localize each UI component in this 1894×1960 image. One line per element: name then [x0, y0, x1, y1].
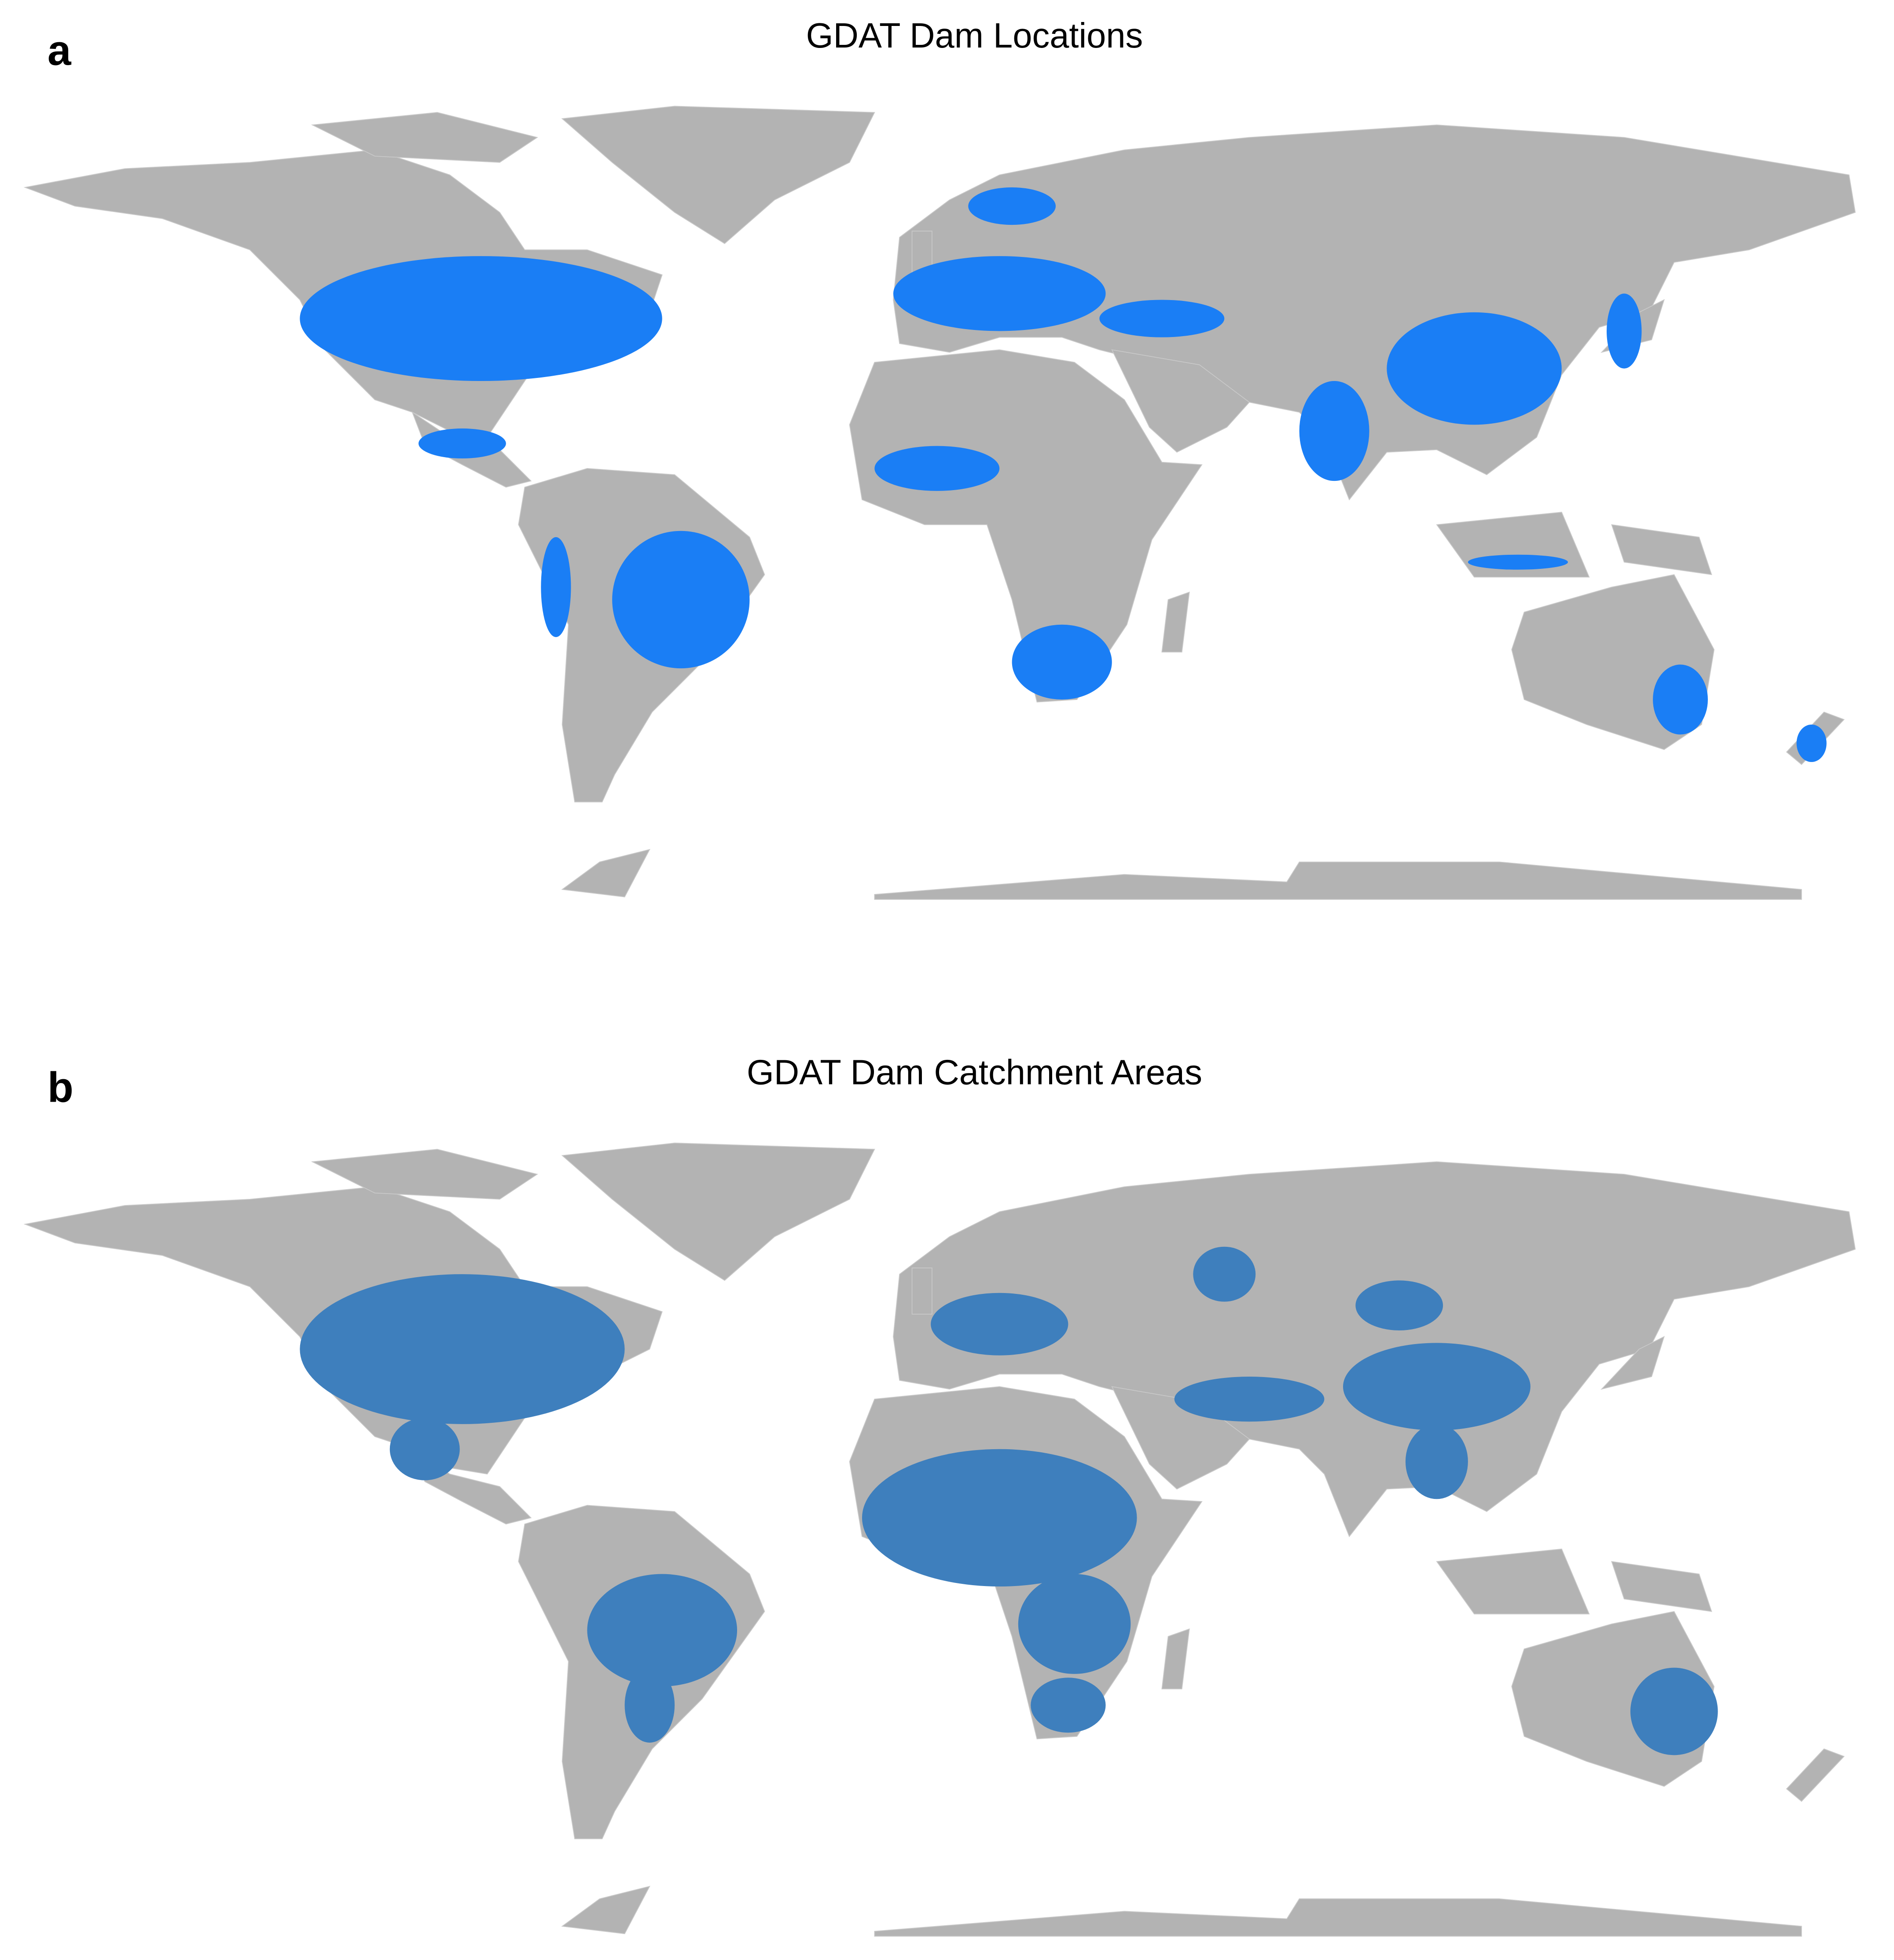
catchment-areas: [300, 1246, 1718, 1755]
panel-label: b: [48, 1064, 73, 1111]
panel-label: a: [48, 27, 72, 74]
land: [24, 106, 1856, 900]
panel-a: a GDAT Dam Locations: [24, 16, 1856, 900]
panel-b: b GDAT Dam Catchment Areas: [24, 1053, 1856, 1937]
dam-points: [300, 187, 1827, 762]
panel-title: GDAT Dam Locations: [806, 16, 1143, 55]
panel-title: GDAT Dam Catchment Areas: [747, 1053, 1202, 1092]
